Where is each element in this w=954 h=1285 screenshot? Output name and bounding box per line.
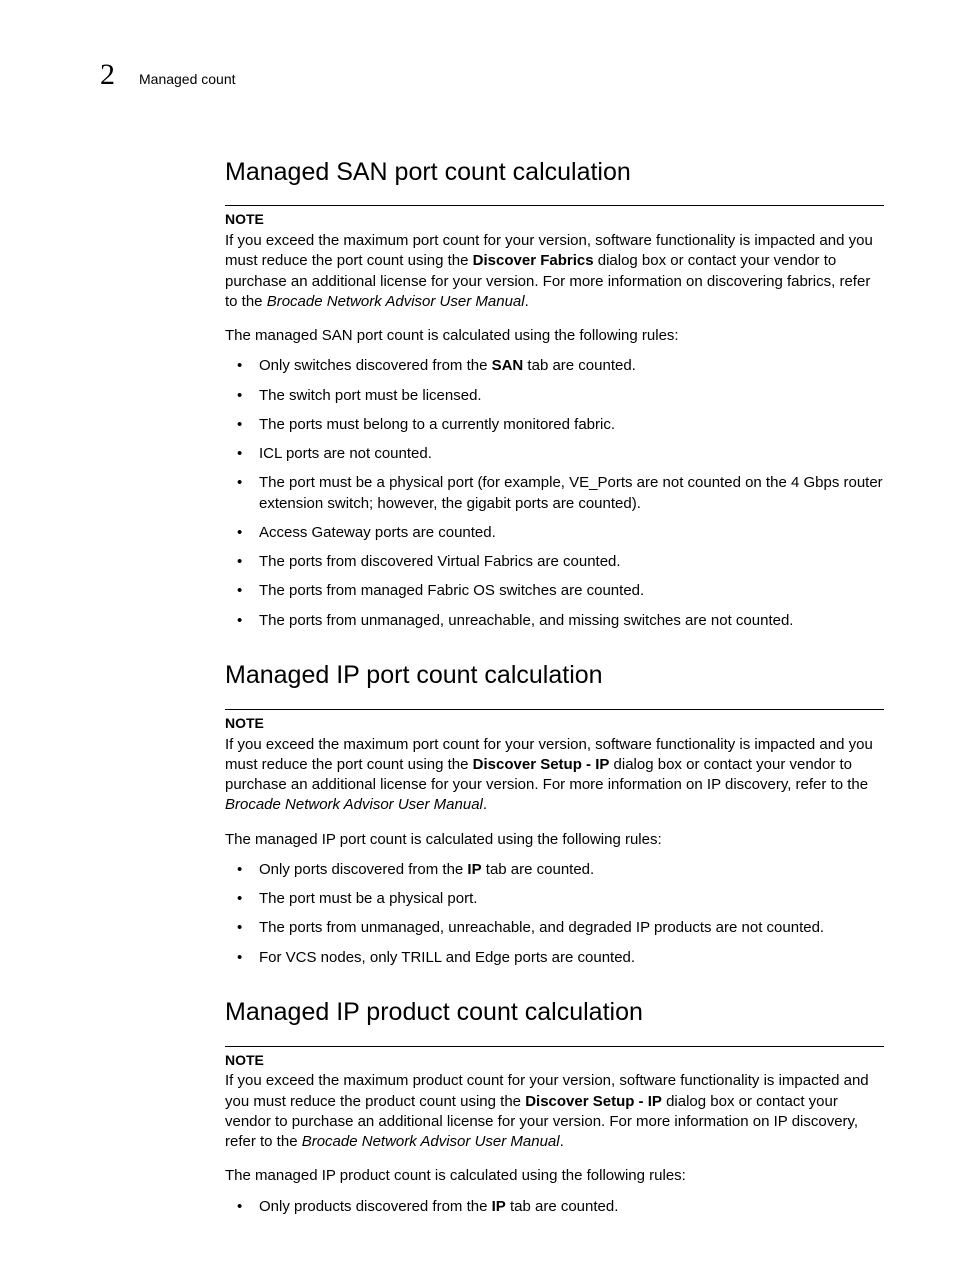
list-item: Access Gateway ports are counted.	[225, 523, 884, 543]
list-item: The port must be a physical port (for ex…	[225, 473, 884, 514]
list-item: The switch port must be licensed.	[225, 386, 884, 406]
list-item: The ports from unmanaged, unreachable, a…	[225, 611, 884, 631]
list-item: The ports from unmanaged, unreachable, a…	[225, 918, 884, 938]
page-header: 2 Managed count	[100, 55, 884, 96]
header-title: Managed count	[139, 70, 236, 89]
list-item: ICL ports are not counted.	[225, 444, 884, 464]
section-heading: Managed SAN port count calculation	[225, 156, 884, 190]
list-item: For VCS nodes, only TRILL and Edge ports…	[225, 948, 884, 968]
section-ip-port-count: Managed IP port count calculation NOTE I…	[225, 659, 884, 968]
list-item: Only switches discovered from the SAN ta…	[225, 356, 884, 376]
list-item: The ports must belong to a currently mon…	[225, 415, 884, 435]
note-body: If you exceed the maximum port count for…	[225, 232, 873, 310]
section-heading: Managed IP product count calculation	[225, 996, 884, 1030]
section-heading: Managed IP port count calculation	[225, 659, 884, 693]
section-ip-product-count: Managed IP product count calculation NOT…	[225, 996, 884, 1217]
list-item: Only ports discovered from the IP tab ar…	[225, 860, 884, 880]
note-label: NOTE	[225, 714, 884, 733]
lead-paragraph: The managed IP product count is calculat…	[225, 1166, 884, 1186]
lead-paragraph: The managed SAN port count is calculated…	[225, 326, 884, 346]
document-page: 2 Managed count Managed SAN port count c…	[0, 0, 954, 1285]
note-block: NOTE If you exceed the maximum port coun…	[225, 709, 884, 816]
note-label: NOTE	[225, 210, 884, 229]
list-item: The port must be a physical port.	[225, 889, 884, 909]
note-body: If you exceed the maximum port count for…	[225, 736, 873, 814]
note-label: NOTE	[225, 1051, 884, 1070]
page-content: Managed SAN port count calculation NOTE …	[225, 156, 884, 1217]
list-item: The ports from managed Fabric OS switche…	[225, 581, 884, 601]
lead-paragraph: The managed IP port count is calculated …	[225, 830, 884, 850]
rules-list: Only switches discovered from the SAN ta…	[225, 356, 884, 631]
list-item: Only products discovered from the IP tab…	[225, 1197, 884, 1217]
rules-list: Only ports discovered from the IP tab ar…	[225, 860, 884, 968]
rules-list: Only products discovered from the IP tab…	[225, 1197, 884, 1217]
list-item: The ports from discovered Virtual Fabric…	[225, 552, 884, 572]
section-san-port-count: Managed SAN port count calculation NOTE …	[225, 156, 884, 631]
note-block: NOTE If you exceed the maximum port coun…	[225, 205, 884, 312]
chapter-number: 2	[100, 55, 115, 96]
note-body: If you exceed the maximum product count …	[225, 1072, 869, 1150]
note-block: NOTE If you exceed the maximum product c…	[225, 1046, 884, 1153]
